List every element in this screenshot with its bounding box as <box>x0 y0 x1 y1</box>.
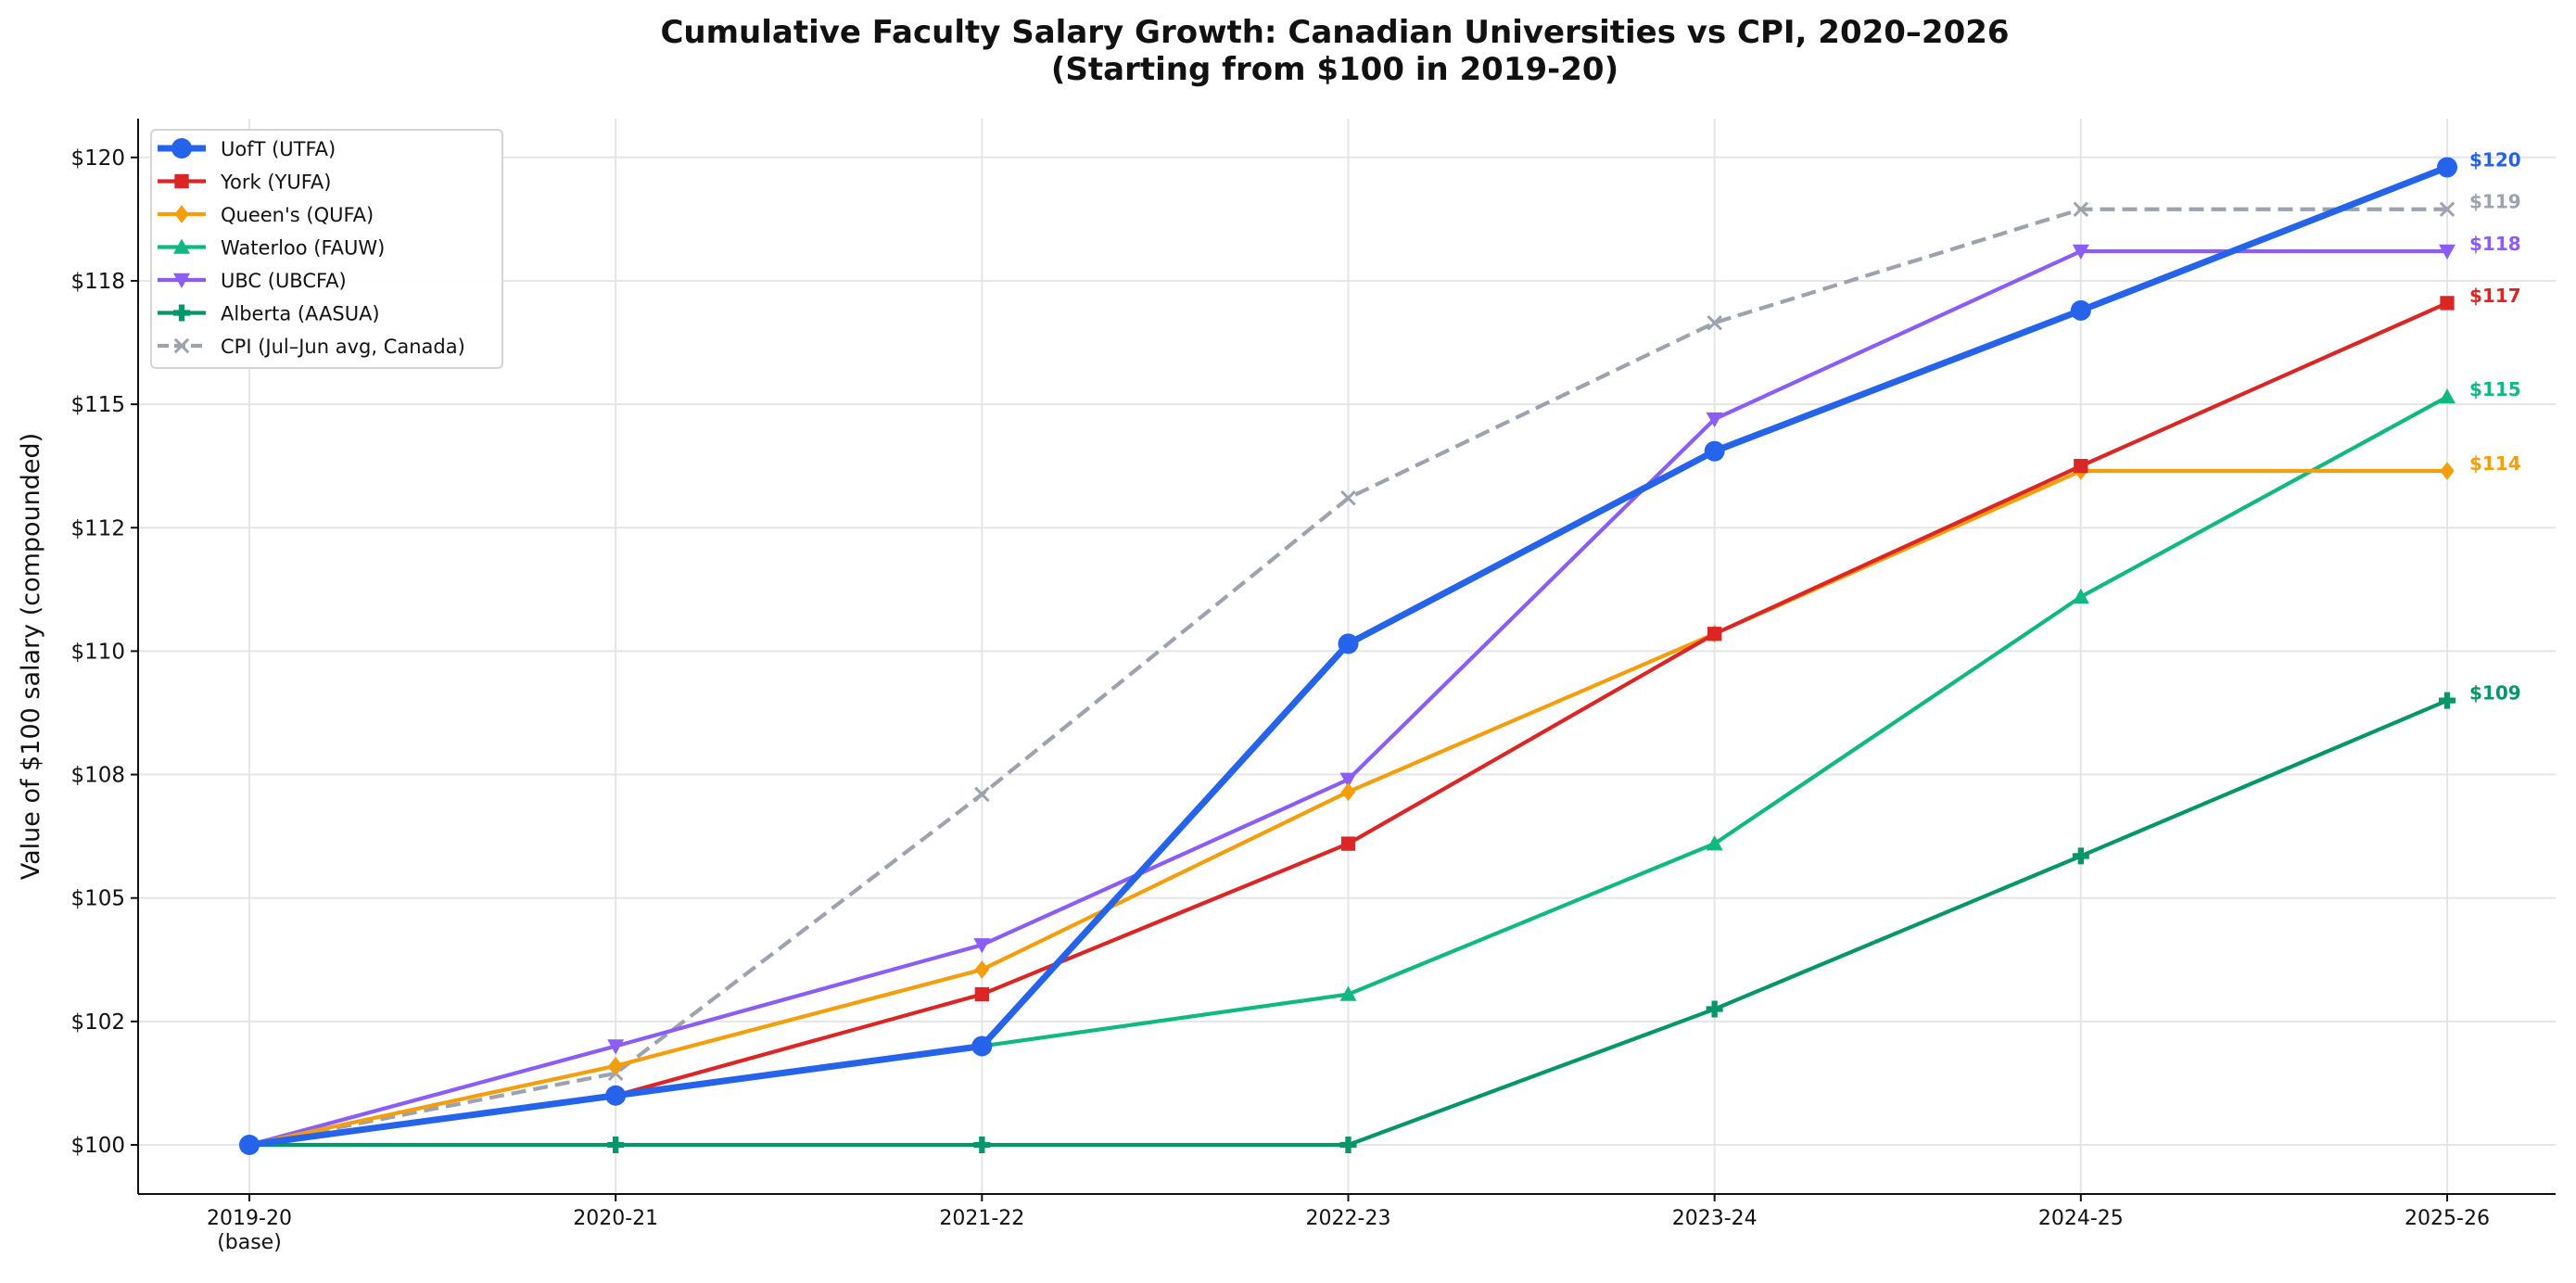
series-ubc <box>241 244 2455 1153</box>
legend-label: Queen's (QUFA) <box>221 204 374 226</box>
end-value-label: $115 <box>2469 378 2521 400</box>
series-alberta <box>241 692 2456 1153</box>
data-point-triangle-up <box>2072 588 2089 604</box>
x-tick-label: 2024-25 <box>2038 1207 2124 1230</box>
x-tick-label: 2022-23 <box>1306 1207 1391 1230</box>
data-point-x <box>1707 314 1722 331</box>
y-tick-label: $118 <box>70 270 125 294</box>
y-tick-label: $115 <box>70 393 125 417</box>
data-point-square <box>1340 836 1356 851</box>
data-point-circle <box>171 138 192 159</box>
data-point-x <box>1340 490 1356 506</box>
data-point-plus <box>2439 692 2456 709</box>
data-point-square <box>2074 459 2088 474</box>
data-point-x <box>2439 201 2455 217</box>
data-point-triangle-up <box>1339 985 1357 1001</box>
data-point-circle <box>971 1035 993 1057</box>
legend-label: UofT (UTFA) <box>221 138 336 160</box>
data-point-x <box>173 337 190 354</box>
legend-item: UofT (UTFA) <box>158 138 336 160</box>
data-point-diamond <box>1340 782 1356 802</box>
x-tick-label: 2021-22 <box>939 1207 1024 1230</box>
series-uoft <box>239 157 2457 1155</box>
data-point-x <box>2073 201 2089 217</box>
chart-subtitle: (Starting from $100 in 2019-20) <box>1051 51 1618 88</box>
data-point-circle <box>605 1085 627 1106</box>
end-value-label: $120 <box>2469 148 2521 171</box>
data-point-circle <box>239 1135 260 1155</box>
data-point-triangle-down <box>173 273 190 288</box>
data-point-plus <box>1339 1137 1357 1153</box>
legend-box <box>150 129 503 369</box>
data-point-square <box>174 173 189 189</box>
data-point-circle <box>2070 299 2091 321</box>
end-value-label: $118 <box>2469 233 2521 255</box>
end-value-label: $119 <box>2469 191 2521 213</box>
legend: UofT (UTFA) York (YUFA) Queen's (QUFA) Wate… <box>150 129 503 369</box>
data-point-triangle-down <box>1706 412 1723 428</box>
data-point-triangle-up <box>2439 388 2455 404</box>
data-point-triangle-down <box>607 1039 625 1055</box>
x-tick-label: 2025-26 <box>2405 1207 2490 1230</box>
data-point-plus <box>607 1137 625 1153</box>
y-tick-label: $100 <box>70 1134 125 1158</box>
legend-label: Waterloo (FAUW) <box>221 237 385 260</box>
legend-item: York (YUFA) <box>158 171 331 194</box>
end-value-label: $117 <box>2469 285 2521 307</box>
legend-label: CPI (Jul–Jun avg, Canada) <box>221 336 465 358</box>
legend-label: York (YUFA) <box>220 171 331 194</box>
legend-item: CPI (Jul–Jun avg, Canada) <box>158 336 465 358</box>
legend-item: UBC (UBCFA) <box>158 270 347 292</box>
legend-label: UBC (UBCFA) <box>221 270 347 292</box>
data-point-triangle-up <box>1706 835 1723 851</box>
data-point-plus <box>173 304 191 322</box>
end-value-label: $109 <box>2469 682 2521 705</box>
x-tick-label: 2023-24 <box>1672 1207 1758 1230</box>
data-point-plus <box>1706 1000 1723 1018</box>
data-point-diamond <box>174 205 189 223</box>
data-point-square <box>2440 296 2455 311</box>
data-point-triangle-up <box>173 238 190 254</box>
data-point-circle <box>2437 157 2457 178</box>
data-point-circle <box>1704 440 1725 462</box>
y-tick-label: $120 <box>70 146 125 171</box>
data-point-diamond <box>974 960 989 979</box>
data-point-x <box>974 786 990 803</box>
data-point-triangle-down <box>2072 244 2089 260</box>
data-point-triangle-down <box>1339 772 1357 788</box>
end-value-label: $114 <box>2469 452 2521 475</box>
chart-title: Cumulative Faculty Salary Growth: Canadi… <box>660 14 2009 51</box>
legend-item: Alberta (AASUA) <box>158 303 380 325</box>
x-tick-label: 2019-20 (base) <box>207 1207 292 1254</box>
data-point-circle <box>1338 633 1359 654</box>
legend-item: Queen's (QUFA) <box>158 204 374 226</box>
y-tick-label: $102 <box>70 1010 125 1035</box>
legend-label: Alberta (AASUA) <box>221 303 380 325</box>
y-tick-label: $105 <box>70 887 125 911</box>
y-tick-label: $110 <box>70 640 125 664</box>
data-point-plus <box>973 1137 991 1153</box>
y-axis-label: Value of $100 salary (compounded) <box>17 433 45 880</box>
data-point-diamond <box>608 1056 623 1075</box>
data-point-plus <box>2072 847 2089 865</box>
y-tick-label: $112 <box>70 516 125 540</box>
legend-item: Waterloo (FAUW) <box>158 237 385 260</box>
data-point-triangle-down <box>2439 244 2455 260</box>
data-point-diamond <box>2440 462 2455 480</box>
x-tick-label: 2020-21 <box>573 1207 658 1230</box>
data-point-square <box>974 986 989 1002</box>
data-point-square <box>1707 627 1722 642</box>
data-point-triangle-down <box>973 938 991 954</box>
y-tick-label: $108 <box>70 764 125 788</box>
